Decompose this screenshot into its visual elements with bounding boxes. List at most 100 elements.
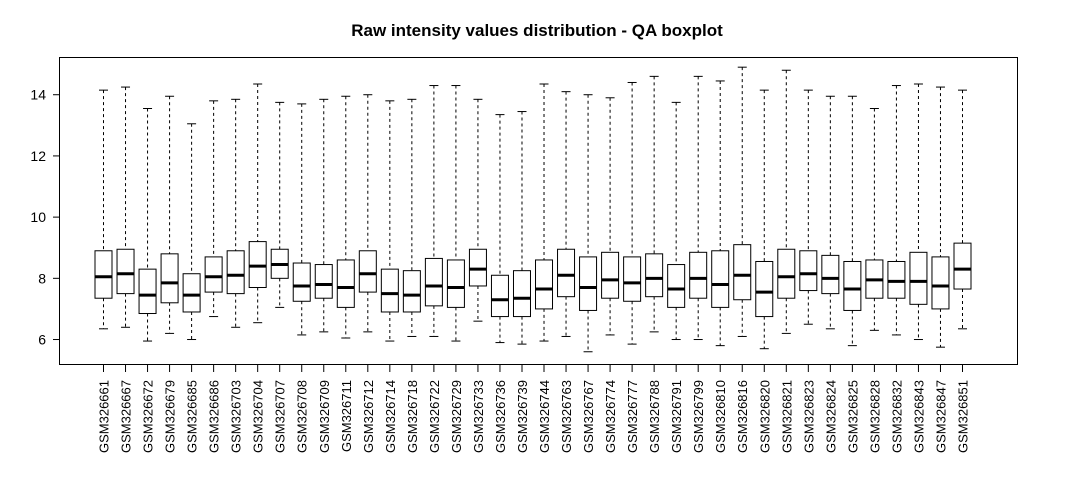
box-body bbox=[667, 264, 686, 308]
box-body bbox=[821, 254, 840, 295]
box-body bbox=[248, 241, 267, 289]
box-body bbox=[160, 253, 179, 304]
x-tick-label: GSM326843 bbox=[911, 380, 926, 453]
x-tick-label: GSM326703 bbox=[229, 380, 244, 453]
x-tick-label: GSM326744 bbox=[537, 380, 552, 453]
box-GSM326799 bbox=[689, 75, 708, 341]
box-GSM326810 bbox=[711, 80, 730, 347]
x-tick-label: GSM326767 bbox=[581, 380, 596, 453]
plot-frame bbox=[59, 57, 1018, 365]
x-tick-label: GSM326733 bbox=[471, 380, 486, 453]
box-GSM326843 bbox=[909, 83, 928, 341]
boxes-group bbox=[94, 66, 972, 353]
x-tick-label: GSM326707 bbox=[273, 380, 288, 453]
box-GSM326733 bbox=[468, 98, 487, 322]
x-tick-label: GSM326763 bbox=[559, 380, 574, 453]
x-tick-label: GSM326777 bbox=[625, 380, 640, 453]
box-body bbox=[446, 259, 465, 308]
x-tick-label: GSM326711 bbox=[339, 380, 354, 452]
x-tick-label: GSM326816 bbox=[735, 380, 750, 453]
x-tick-label: GSM326791 bbox=[669, 380, 684, 453]
box-GSM326816 bbox=[733, 66, 752, 337]
box-GSM326718 bbox=[402, 98, 421, 337]
x-tick-label: GSM326774 bbox=[603, 380, 618, 453]
x-tick-label: GSM326686 bbox=[207, 380, 222, 453]
box-body bbox=[512, 270, 531, 318]
x-tick-label: GSM326709 bbox=[317, 380, 332, 453]
box-body bbox=[689, 251, 708, 299]
box-body bbox=[138, 268, 157, 315]
x-tick-label: GSM326722 bbox=[427, 380, 442, 453]
box-body bbox=[953, 242, 972, 290]
box-GSM326788 bbox=[645, 75, 664, 333]
box-GSM326685 bbox=[182, 123, 201, 341]
box-body bbox=[490, 274, 509, 318]
box-body bbox=[711, 250, 730, 308]
x-tick-label: GSM326672 bbox=[141, 380, 156, 453]
box-GSM326763 bbox=[557, 91, 576, 337]
box-body bbox=[755, 260, 774, 318]
x-tick-label: GSM326799 bbox=[691, 380, 706, 453]
box-GSM326821 bbox=[777, 69, 796, 334]
box-GSM326667 bbox=[116, 86, 135, 328]
box-GSM326744 bbox=[535, 83, 554, 342]
x-tick-label: GSM326821 bbox=[779, 380, 794, 453]
x-tick-label: GSM326739 bbox=[515, 380, 530, 453]
box-body bbox=[226, 250, 245, 295]
box-GSM326828 bbox=[865, 107, 884, 331]
box-body bbox=[314, 264, 333, 299]
box-body bbox=[557, 248, 576, 298]
box-body bbox=[777, 248, 796, 299]
box-GSM326711 bbox=[336, 95, 355, 339]
x-tick-label: GSM326708 bbox=[295, 380, 310, 453]
x-axis-labels: GSM326661 GSM326667 GSM326672 GSM326679 GSM3… bbox=[97, 364, 971, 453]
box-GSM326767 bbox=[579, 94, 598, 353]
box-GSM326820 bbox=[755, 89, 774, 350]
box-GSM326672 bbox=[138, 107, 157, 342]
box-GSM326709 bbox=[314, 98, 333, 333]
y-tick-label: 14 bbox=[30, 87, 46, 103]
x-tick-label: GSM326823 bbox=[801, 380, 816, 453]
box-GSM326739 bbox=[512, 111, 531, 345]
box-body bbox=[601, 251, 620, 299]
x-tick-label: GSM326667 bbox=[119, 380, 134, 453]
box-body bbox=[94, 250, 113, 299]
box-body bbox=[623, 256, 642, 302]
box-body bbox=[292, 262, 311, 302]
box-body bbox=[380, 268, 399, 313]
box-body bbox=[424, 257, 443, 307]
x-tick-label: GSM326832 bbox=[889, 380, 904, 453]
x-tick-label: GSM326736 bbox=[493, 380, 508, 453]
x-tick-label: GSM326704 bbox=[251, 380, 266, 453]
box-body bbox=[909, 251, 928, 305]
box-body bbox=[733, 244, 752, 301]
y-tick-label: 10 bbox=[30, 209, 46, 225]
box-body bbox=[579, 256, 598, 311]
box-body bbox=[116, 248, 135, 295]
x-tick-label: GSM326729 bbox=[449, 380, 464, 453]
box-GSM326722 bbox=[424, 85, 443, 337]
x-tick-label: GSM326685 bbox=[185, 380, 200, 453]
box-GSM326777 bbox=[623, 81, 642, 345]
box-body bbox=[402, 270, 421, 313]
box-body bbox=[799, 250, 818, 292]
x-tick-label: GSM326718 bbox=[405, 380, 420, 453]
box-body bbox=[535, 259, 554, 310]
box-body bbox=[931, 256, 950, 310]
box-GSM326847 bbox=[931, 86, 950, 348]
box-GSM326686 bbox=[204, 100, 223, 318]
box-GSM326704 bbox=[248, 83, 267, 324]
x-tick-label: GSM326820 bbox=[757, 380, 772, 453]
box-body bbox=[204, 256, 223, 293]
x-tick-label: GSM326714 bbox=[383, 380, 398, 453]
box-GSM326823 bbox=[799, 89, 818, 325]
box-GSM326851 bbox=[953, 89, 972, 330]
box-GSM326712 bbox=[358, 94, 377, 333]
box-GSM326832 bbox=[887, 85, 906, 336]
x-tick-label: GSM326824 bbox=[823, 380, 838, 453]
x-tick-label: GSM326825 bbox=[845, 380, 860, 453]
box-GSM326708 bbox=[292, 103, 311, 336]
box-GSM326729 bbox=[446, 85, 465, 342]
